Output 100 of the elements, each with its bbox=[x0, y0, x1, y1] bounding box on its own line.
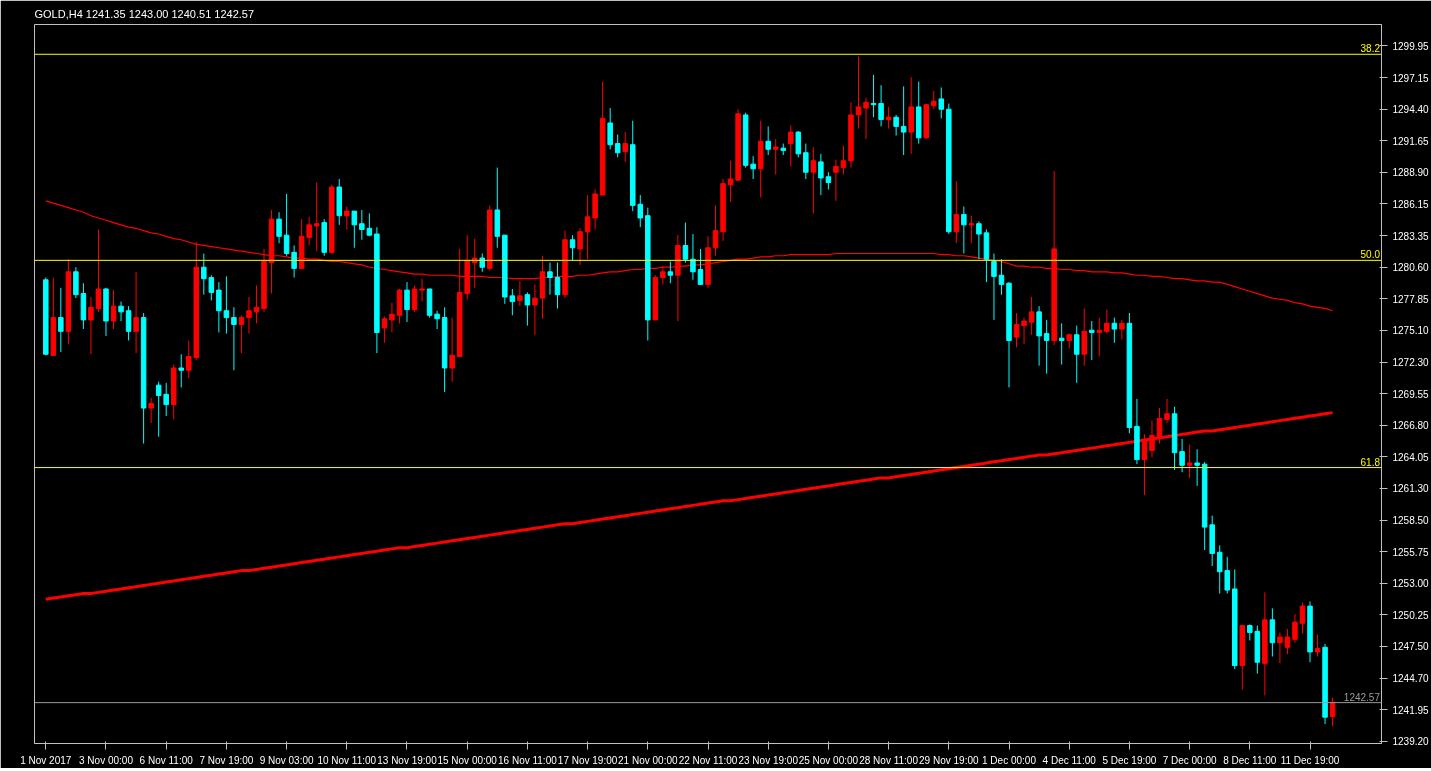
candlestick bbox=[667, 261, 674, 284]
candlestick bbox=[577, 227, 583, 266]
candlestick bbox=[133, 271, 139, 354]
line-series bbox=[44, 411, 1335, 601]
annotation: 61.8 bbox=[1360, 456, 1381, 468]
candlestick bbox=[95, 228, 102, 313]
candlestick bbox=[411, 285, 418, 313]
candlestick bbox=[1194, 448, 1200, 487]
candlestick bbox=[885, 106, 892, 130]
y-tick-label: 1280.60 bbox=[1392, 262, 1430, 274]
candlestick bbox=[246, 296, 252, 335]
candlestick bbox=[178, 353, 184, 388]
candlestick bbox=[1013, 312, 1020, 348]
x-tick-label: 8 Dec 11:00 bbox=[1223, 754, 1277, 766]
candlestick bbox=[795, 130, 802, 158]
candlestick bbox=[532, 283, 538, 336]
x-tick-label: 11 Dec 19:00 bbox=[1280, 754, 1340, 766]
candlestick bbox=[1021, 317, 1027, 345]
y-tick-label: 1264.05 bbox=[1392, 451, 1430, 463]
x-tick-label: 10 Nov 11:00 bbox=[317, 754, 377, 766]
candlestick bbox=[788, 124, 794, 167]
x-tick-label: 29 Nov 19:00 bbox=[919, 754, 979, 766]
candlestick bbox=[1149, 420, 1155, 458]
x-tick-label: 15 Nov 00:00 bbox=[437, 754, 498, 766]
x-tick-label: 23 Nov 19:00 bbox=[738, 754, 799, 766]
y-tick-label: 1241.95 bbox=[1392, 704, 1430, 716]
candlestick bbox=[58, 287, 64, 353]
candlestick bbox=[216, 281, 222, 333]
x-tick-label: 22 Nov 11:00 bbox=[678, 754, 738, 766]
candlestick bbox=[238, 314, 245, 354]
x-tick-label: 1 Dec 00:00 bbox=[982, 754, 1037, 766]
candlestick bbox=[1284, 628, 1291, 655]
candlestick bbox=[690, 233, 696, 281]
y-tick-label: 1286.15 bbox=[1392, 198, 1430, 210]
y-tick-label: 1266.80 bbox=[1392, 420, 1430, 432]
candlestick bbox=[1269, 607, 1276, 657]
candlestick bbox=[1186, 444, 1193, 479]
candlestick bbox=[253, 285, 260, 324]
candlestick bbox=[607, 107, 613, 150]
candlestick bbox=[73, 266, 79, 299]
y-tick-label: 1255.75 bbox=[1392, 546, 1430, 558]
candlestick bbox=[1164, 398, 1170, 424]
candlestick bbox=[840, 145, 847, 175]
candlestick bbox=[351, 210, 358, 249]
y-tick-label: 1272.30 bbox=[1392, 357, 1430, 369]
ref-line-label: 1242.57 bbox=[1343, 691, 1381, 703]
candlestick bbox=[88, 296, 94, 355]
candlestick bbox=[1292, 613, 1298, 644]
candlestick bbox=[833, 159, 839, 202]
y-tick-label: 1297.15 bbox=[1392, 72, 1430, 84]
x-tick-label: 5 Dec 19:00 bbox=[1102, 754, 1157, 766]
x-tick-label: 6 Nov 11:00 bbox=[139, 754, 194, 766]
candlestick bbox=[870, 74, 877, 118]
y-tick-label: 1275.10 bbox=[1392, 325, 1430, 337]
candlestick bbox=[276, 211, 282, 244]
candlestick bbox=[381, 315, 388, 344]
y-tick-label: 1288.90 bbox=[1392, 167, 1430, 179]
candlestick bbox=[404, 281, 410, 323]
candlestick bbox=[1277, 631, 1283, 664]
candlestick bbox=[900, 85, 907, 156]
candlestick bbox=[931, 90, 937, 110]
x-tick-label: 16 Nov 11:00 bbox=[498, 754, 558, 766]
x-tick-label: 3 Nov 00:00 bbox=[79, 754, 134, 766]
candlestick bbox=[863, 97, 869, 140]
candlestick bbox=[118, 301, 124, 322]
x-tick-label: 9 Nov 03:00 bbox=[259, 754, 314, 766]
y-tick-label: 1294.40 bbox=[1392, 104, 1430, 116]
y-tick-label: 1283.35 bbox=[1392, 230, 1430, 242]
candlestick bbox=[1299, 602, 1306, 635]
candlestick bbox=[976, 220, 982, 260]
candlestick bbox=[419, 278, 425, 303]
candlestick bbox=[547, 262, 553, 296]
annotation: 50.0 bbox=[1360, 249, 1381, 261]
x-tick-label: 7 Dec 00:00 bbox=[1162, 754, 1218, 766]
candlestick bbox=[471, 238, 478, 289]
candlestick bbox=[810, 146, 817, 214]
y-tick-label: 1244.70 bbox=[1392, 673, 1430, 685]
x-tick-label: 4 Dec 11:00 bbox=[1042, 754, 1097, 766]
candlestick bbox=[569, 234, 576, 261]
candlestick bbox=[660, 265, 666, 285]
y-tick-label: 1239.20 bbox=[1392, 736, 1430, 748]
candlestick bbox=[953, 180, 960, 244]
candlestick bbox=[1141, 433, 1148, 496]
y-tick-label: 1250.25 bbox=[1392, 609, 1430, 621]
y-tick-label: 1291.65 bbox=[1392, 135, 1430, 147]
x-tick-label: 17 Nov 19:00 bbox=[557, 754, 618, 766]
candlestick bbox=[1081, 307, 1088, 367]
candlestick bbox=[968, 215, 975, 244]
x-tick-label: 28 Nov 11:00 bbox=[859, 754, 919, 766]
candlestick bbox=[1111, 317, 1118, 344]
candlestick bbox=[283, 193, 290, 257]
candlestick bbox=[938, 86, 945, 119]
candlestick bbox=[961, 206, 967, 254]
candlestick bbox=[1119, 319, 1125, 340]
candlestick bbox=[1043, 319, 1050, 375]
x-tick-label: 13 Nov 19:00 bbox=[377, 754, 438, 766]
y-tick-label: 1247.50 bbox=[1392, 641, 1430, 653]
chart-title: GOLD,H4 1241.35 1243.00 1240.51 1242.57 bbox=[34, 7, 255, 20]
candlestick bbox=[517, 280, 523, 307]
y-tick-label: 1253.00 bbox=[1392, 578, 1430, 590]
